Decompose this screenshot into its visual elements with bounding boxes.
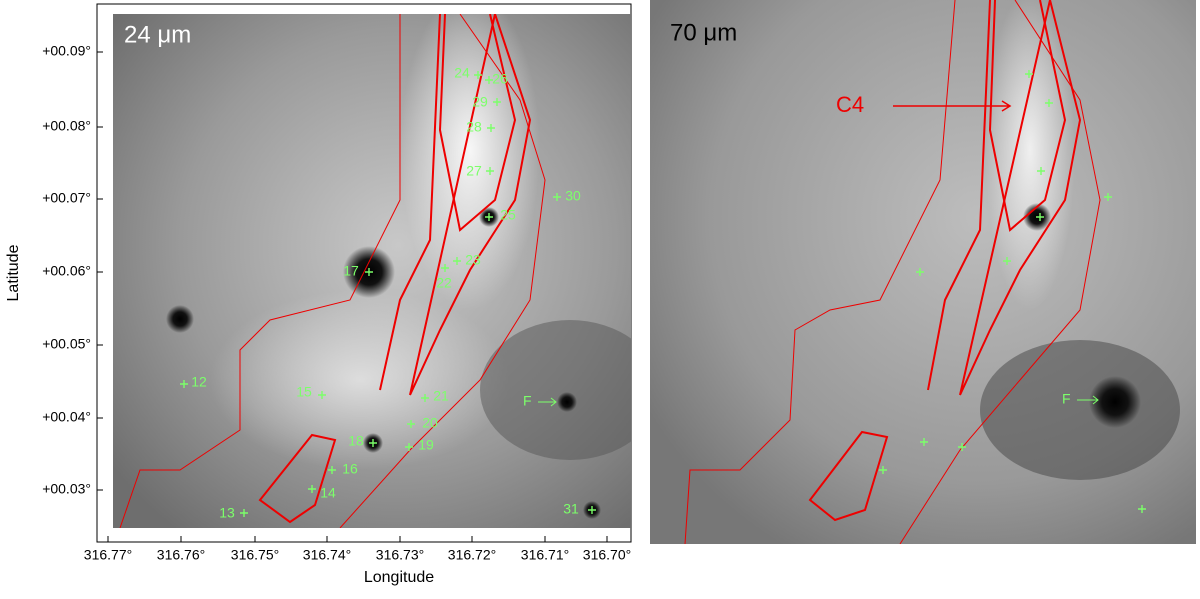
source-label: 31 [563, 501, 579, 517]
y-tick-label: +00.04° [42, 409, 91, 425]
source-cross [486, 167, 494, 175]
x-tick-label: 316.72° [448, 547, 496, 563]
x-tick-label: 316.77° [84, 547, 132, 563]
source-cross [441, 264, 449, 272]
source-label: 28 [466, 119, 482, 135]
source-label: 29 [472, 94, 488, 110]
source-cross [308, 485, 316, 493]
source-cross [405, 443, 413, 451]
y-tick-label: +00.05° [42, 336, 91, 352]
x-tick-label: 316.76° [157, 547, 205, 563]
source-label: 18 [348, 433, 364, 449]
source-cross [553, 193, 561, 201]
marker-label: F [523, 393, 532, 409]
x-tick-label: 316.73° [376, 547, 424, 563]
panel-label: 70 μm [670, 19, 737, 46]
y-tick-labels: +00.09° +00.08° +00.07° +00.06° +00.05° +00.0… [42, 43, 103, 497]
source-cross [421, 394, 429, 402]
source-cross [318, 391, 326, 399]
source-cross [328, 466, 336, 474]
source-cross [365, 268, 373, 276]
x-tick-label: 316.75° [231, 547, 279, 563]
y-tick-label: +00.06° [42, 263, 91, 279]
y-tick-label: +00.03° [42, 481, 91, 497]
source-label: 30 [565, 188, 581, 204]
source-cross [453, 257, 461, 265]
source-label: 12 [191, 374, 207, 390]
source-label: 16 [342, 461, 358, 477]
source-label: 19 [418, 437, 434, 453]
source-cross [180, 380, 188, 388]
source-cross [474, 71, 482, 79]
x-axis-label: Longitude [364, 569, 434, 586]
y-tick-label: +00.09° [42, 43, 91, 59]
source-label: 15 [296, 384, 312, 400]
source-label: 17 [343, 263, 359, 279]
image-24 [113, 14, 631, 528]
source-label: 23 [465, 252, 481, 268]
y-tick-label: +00.07° [42, 190, 91, 206]
arrow [1077, 395, 1099, 405]
source-label: 20 [422, 415, 438, 431]
y-axis-label: Latitude [5, 244, 22, 301]
arrow [893, 100, 1012, 112]
source-label: 26 [492, 71, 508, 87]
region-label: C4 [836, 92, 864, 117]
source-label: 22 [436, 275, 452, 291]
crosses [879, 70, 1146, 513]
x-tick-label: 316.71° [521, 547, 569, 563]
arrow [538, 397, 557, 407]
source-cross [487, 124, 495, 132]
source-cross [407, 420, 415, 428]
source-cross [588, 506, 596, 514]
source-cross [485, 76, 493, 84]
y-tick-label: +00.08° [42, 118, 91, 134]
source-cross [485, 213, 493, 221]
x-tick-label: 316.70° [583, 547, 631, 563]
source-label: 14 [320, 485, 336, 501]
source-label: 13 [219, 505, 235, 521]
source-cross [240, 509, 248, 517]
source-label: 24 [454, 65, 470, 81]
x-tick-label: 316.74° [303, 547, 351, 563]
marker-label: F [1062, 391, 1071, 407]
source-label: 25 [500, 207, 516, 223]
source-cross [369, 439, 377, 447]
source-cross [493, 98, 501, 106]
x-tick-labels: 316.77° 316.76° 316.75° 316.74° 316.73° 316.7… [84, 536, 631, 563]
panel-label: 24 μm [124, 21, 191, 48]
source-label: 27 [466, 163, 482, 179]
image-70 [650, 0, 1196, 544]
source-label: 21 [433, 388, 449, 404]
